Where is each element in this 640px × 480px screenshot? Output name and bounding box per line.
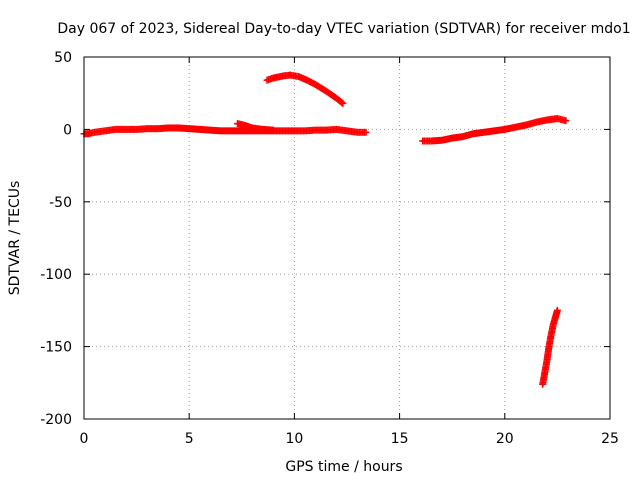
y-tick-label: 50 [54,50,72,66]
data-point [338,98,346,106]
x-tick-label: 5 [185,431,194,447]
chart-title: Day 067 of 2023, Sidereal Day-to-day VTE… [57,21,630,37]
data-point [362,128,370,136]
data-point [269,126,277,134]
x-axis-label: GPS time / hours [285,459,402,475]
x-tick-labels: 0 5 10 15 20 25 [80,431,619,447]
axis-ticks [83,56,611,420]
y-tick-label: -50 [49,195,72,211]
y-tick-label: -100 [40,267,72,283]
data-point [553,306,561,314]
y-tick-label: 0 [63,122,72,138]
y-tick-labels: -200 -150 -100 -50 0 50 [40,50,72,428]
x-tick-label: 0 [80,431,89,447]
x-tick-label: 15 [391,431,409,447]
y-tick-label: -150 [40,340,72,356]
plot-area-frame [83,56,611,420]
x-tick-label: 20 [496,431,514,447]
data-point [339,99,347,107]
data-point [562,117,570,125]
grid-lines [84,57,610,419]
y-tick-label: -200 [40,412,72,428]
x-tick-label: 10 [285,431,303,447]
y-axis-label: SDTVAR / TECUs [7,181,23,296]
data-points [80,71,570,388]
x-tick-label: 25 [601,431,619,447]
